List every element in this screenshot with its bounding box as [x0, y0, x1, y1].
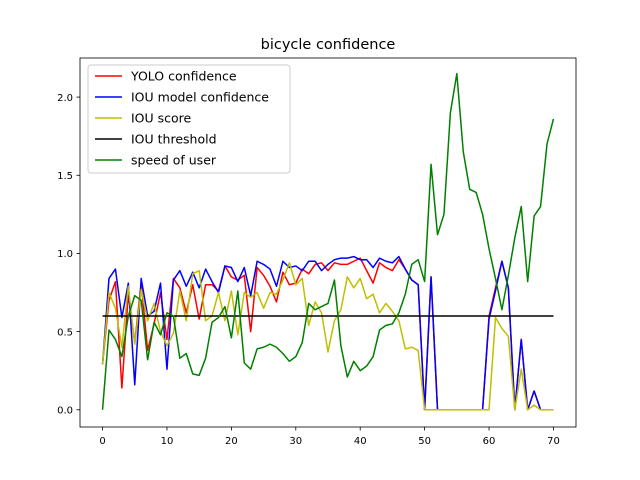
y-tick-label: 1.0: [57, 249, 73, 260]
axes: 0 10 20 30 40 50 60 70 0.0 0.5 1.0 1.5 2.0: [57, 57, 577, 447]
legend-box: [87, 64, 291, 174]
legend-label: IOU score: [131, 111, 192, 126]
legend-label: IOU threshold: [131, 132, 217, 147]
x-tick-label: 50: [418, 436, 431, 447]
x-tick-label: 70: [547, 436, 560, 447]
legend-label: YOLO confidence: [130, 69, 237, 84]
x-tick-label: 40: [354, 436, 367, 447]
plot-area: [101, 72, 555, 411]
x-tick-label: 10: [161, 436, 174, 447]
axes-frame: [79, 57, 577, 428]
x-tick-label: 0: [99, 436, 105, 447]
legend-label: IOU model confidence: [131, 90, 269, 105]
x-tick-label: 20: [225, 436, 238, 447]
y-tick-label: 1.5: [57, 171, 73, 182]
y-tick-label: 0.5: [57, 327, 73, 338]
x-tick-label: 30: [289, 436, 302, 447]
y-tick-label: 0.0: [57, 406, 73, 417]
y-tick-label: 2.0: [57, 93, 73, 104]
series-line-speed-of-user: [101, 72, 555, 410]
chart-title: bicycle confidence: [261, 37, 396, 53]
legend-label: speed of user: [131, 153, 217, 168]
x-tick-label: 60: [483, 436, 496, 447]
legend: YOLO confidence IOU model confidence IOU s…: [87, 64, 291, 174]
series-line-iou-score: [101, 262, 554, 411]
